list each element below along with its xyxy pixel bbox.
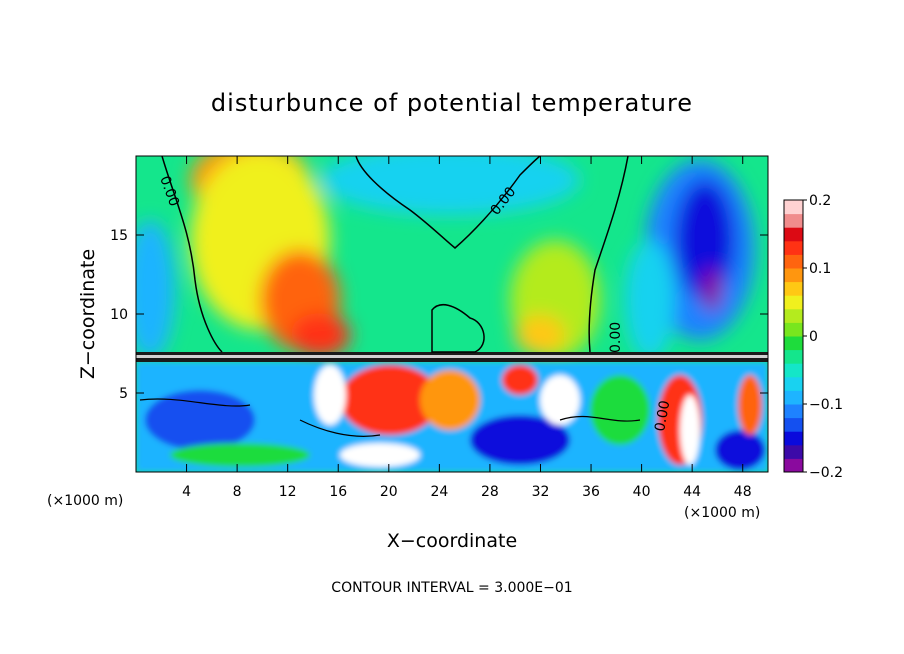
contour-label-upper-right: 0.00: [608, 322, 624, 353]
x-tick-label: 20: [380, 484, 398, 500]
contour-label-lower-right: 0.00: [652, 399, 673, 432]
colorbar-tick-label: −0.2: [809, 465, 843, 481]
colorbar-tick-label: −0.1: [809, 397, 843, 413]
lower-white-centre: [340, 443, 420, 467]
colorbar-segment: [784, 200, 803, 215]
chart-title: disturbunce of potential temperature: [211, 89, 693, 117]
warm-region-hot: [290, 313, 350, 357]
colorbar-segment: [784, 308, 803, 323]
contour-line-lower: [139, 398, 641, 437]
colorbar-segment: [784, 268, 803, 283]
x-tick-label: 48: [734, 484, 752, 500]
x-tick-label: 24: [430, 484, 448, 500]
cool-region-left-edge: [136, 220, 175, 360]
plot-area: [136, 156, 768, 472]
contour-line-right: [588, 156, 629, 353]
x-tick-label: 44: [683, 484, 701, 500]
x-tick-label: 12: [279, 484, 297, 500]
warm-region-mid-core: [515, 315, 565, 355]
lower-field: [136, 362, 768, 472]
x-unit-right: (×1000 m): [684, 505, 760, 521]
x-tick-label: 8: [233, 484, 242, 500]
colorbar-segment: [784, 431, 803, 446]
inversion-band-highlight: [136, 355, 768, 358]
colorbar-segment: [784, 363, 803, 378]
colorbar-segment: [784, 444, 803, 459]
x-axis: 4 8 12 16 20 24 28 32 36 40 44 48: [182, 156, 752, 500]
lower-warm-far-right: [738, 375, 762, 435]
lower-blue-right: [715, 430, 765, 470]
colorbar-segment: [784, 281, 803, 296]
colorbar-segment: [784, 295, 803, 310]
contour-interval-note: CONTOUR INTERVAL = 3.000E−01: [331, 580, 572, 596]
colorbar-segment: [784, 417, 803, 432]
colorbar-segment: [784, 404, 803, 419]
colorbar-segment: [784, 390, 803, 405]
lower-warm-centre: [420, 370, 480, 430]
colorbar-segment: [784, 227, 803, 242]
colorbar-tick-label: 0: [809, 329, 818, 345]
colorbar-segment: [784, 376, 803, 391]
cool-region-right-core: [675, 180, 735, 300]
contour-line-left: [161, 156, 223, 353]
cool-region-right-min: [702, 268, 722, 312]
x-tick-label: 16: [329, 484, 347, 500]
lower-warm-left: [340, 365, 440, 435]
lower-green-right: [590, 375, 650, 445]
cool-region-top: [320, 156, 580, 215]
colorbar-segment: [784, 458, 803, 473]
contour-line-centre: [355, 156, 541, 249]
colorbar-segment: [784, 254, 803, 269]
lower-warm-centre-right: [502, 365, 538, 395]
x-tick-label: 36: [582, 484, 600, 500]
y-axis: 5 10 15: [110, 228, 768, 402]
x-tick-label: 28: [481, 484, 499, 500]
colorbar-segment: [784, 349, 803, 364]
y-axis-label: Z−coordinate: [77, 249, 99, 379]
x-tick-label: 32: [532, 484, 550, 500]
colorbar-segment: [784, 213, 803, 228]
lower-blue-left: [145, 390, 255, 450]
colorbar-tick-label: 0.1: [809, 261, 831, 277]
x-axis-label: X−coordinate: [387, 530, 517, 552]
lower-green-left: [170, 443, 310, 467]
contour-line-blob: [431, 303, 485, 353]
colorbar: 0.2 0.1 0 −0.1 −0.2: [783, 193, 843, 481]
y-tick-label: 15: [110, 228, 128, 244]
colorbar-segment: [784, 336, 803, 351]
colorbar-segment: [784, 240, 803, 255]
lower-white-right: [680, 395, 700, 465]
x-tick-label: 4: [182, 484, 191, 500]
x-tick-label: 40: [633, 484, 651, 500]
lower-white-left: [314, 365, 346, 425]
y-tick-label: 10: [110, 307, 128, 323]
colorbar-tick-label: 0.2: [809, 193, 831, 209]
lower-white-centre-right: [540, 375, 580, 425]
upper-field: [136, 156, 755, 360]
lower-blue-centre: [470, 415, 570, 465]
y-tick-label: 5: [119, 386, 128, 402]
cool-region-right-fringe: [625, 240, 675, 360]
colorbar-segment: [784, 322, 803, 337]
x-unit-left: (×1000 m): [47, 493, 123, 509]
